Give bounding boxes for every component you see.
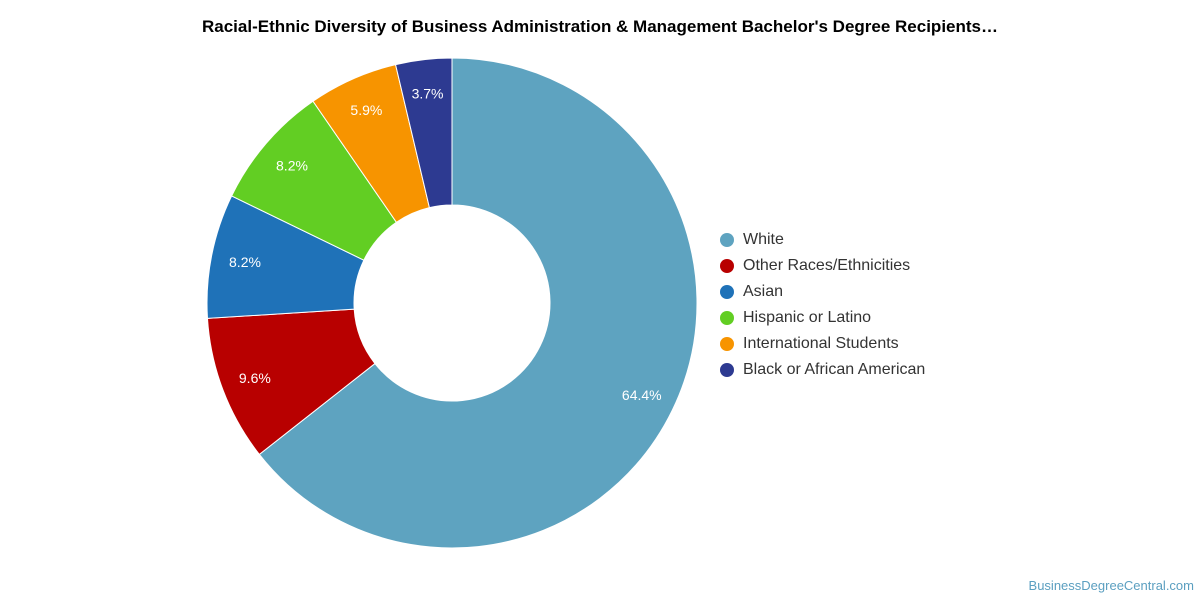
- slice-label-3: 8.2%: [276, 157, 308, 173]
- legend-swatch: [720, 337, 734, 351]
- slice-label-4: 5.9%: [350, 102, 382, 118]
- legend-label: Black or African American: [743, 361, 926, 378]
- chart-title: Racial-Ethnic Diversity of Business Admi…: [201, 17, 998, 36]
- legend-item-3[interactable]: Hispanic or Latino: [720, 305, 925, 331]
- slice-5[interactable]: [394, 57, 453, 209]
- chart-legend: White Other Races/Ethnicities Asian Hispani…: [720, 227, 925, 383]
- slice-label-0: 64.4%: [622, 387, 662, 403]
- legend-item-4[interactable]: International Students: [720, 331, 925, 357]
- legend-swatch: [720, 285, 734, 299]
- legend-item-0[interactable]: White: [720, 227, 925, 253]
- slice-label-2: 8.2%: [229, 254, 261, 270]
- legend-label: Asian: [743, 283, 784, 300]
- legend-swatch: [720, 233, 734, 247]
- legend-label: International Students: [743, 335, 899, 352]
- site-watermark[interactable]: BusinessDegreeCentral.com: [1028, 578, 1194, 593]
- slice-label-1: 9.6%: [239, 370, 271, 386]
- legend-swatch: [720, 363, 734, 377]
- legend-item-1[interactable]: Other Races/Ethnicities: [720, 253, 925, 279]
- legend-label: White: [743, 231, 784, 248]
- legend-item-2[interactable]: Asian: [720, 279, 925, 305]
- legend-label: Other Races/Ethnicities: [743, 257, 911, 274]
- slice-0[interactable]: [258, 57, 698, 549]
- legend-item-5[interactable]: Black or African American: [720, 357, 925, 383]
- slice-label-5: 3.7%: [412, 85, 444, 101]
- legend-swatch: [720, 259, 734, 273]
- legend-label: Hispanic or Latino: [743, 309, 872, 326]
- legend-swatch: [720, 311, 734, 325]
